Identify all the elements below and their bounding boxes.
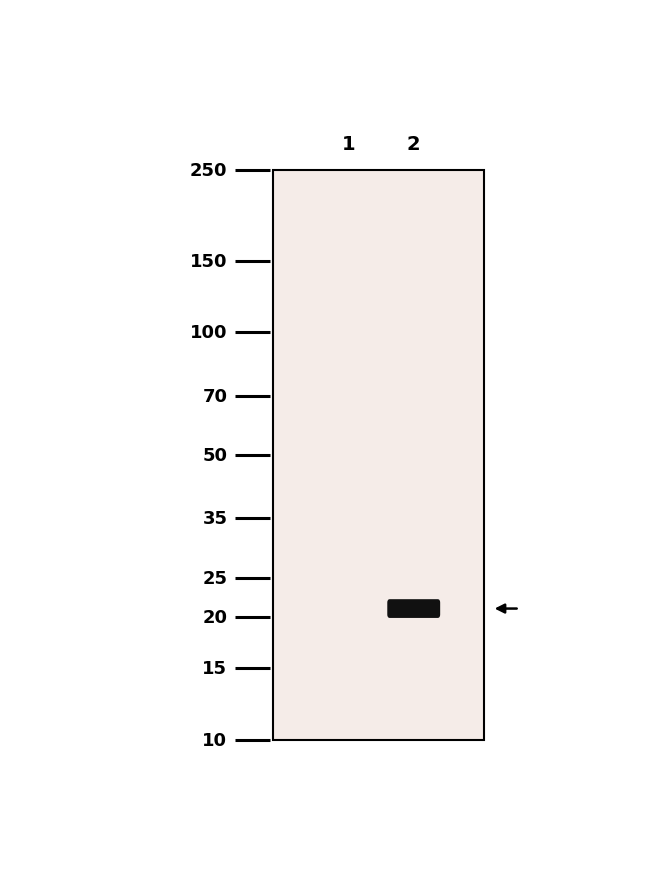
Text: 1: 1 bbox=[341, 135, 355, 154]
Text: 50: 50 bbox=[202, 447, 228, 465]
Text: 20: 20 bbox=[202, 608, 228, 627]
Text: 15: 15 bbox=[202, 660, 228, 677]
Text: 250: 250 bbox=[190, 163, 227, 180]
Text: 100: 100 bbox=[190, 324, 227, 342]
Text: 25: 25 bbox=[202, 569, 228, 587]
Text: 150: 150 bbox=[190, 253, 227, 270]
Bar bbox=[273, 171, 484, 740]
FancyBboxPatch shape bbox=[387, 600, 440, 618]
Text: 2: 2 bbox=[407, 135, 421, 154]
Text: 10: 10 bbox=[202, 731, 228, 749]
Text: 70: 70 bbox=[202, 387, 228, 405]
Text: 35: 35 bbox=[202, 509, 228, 527]
